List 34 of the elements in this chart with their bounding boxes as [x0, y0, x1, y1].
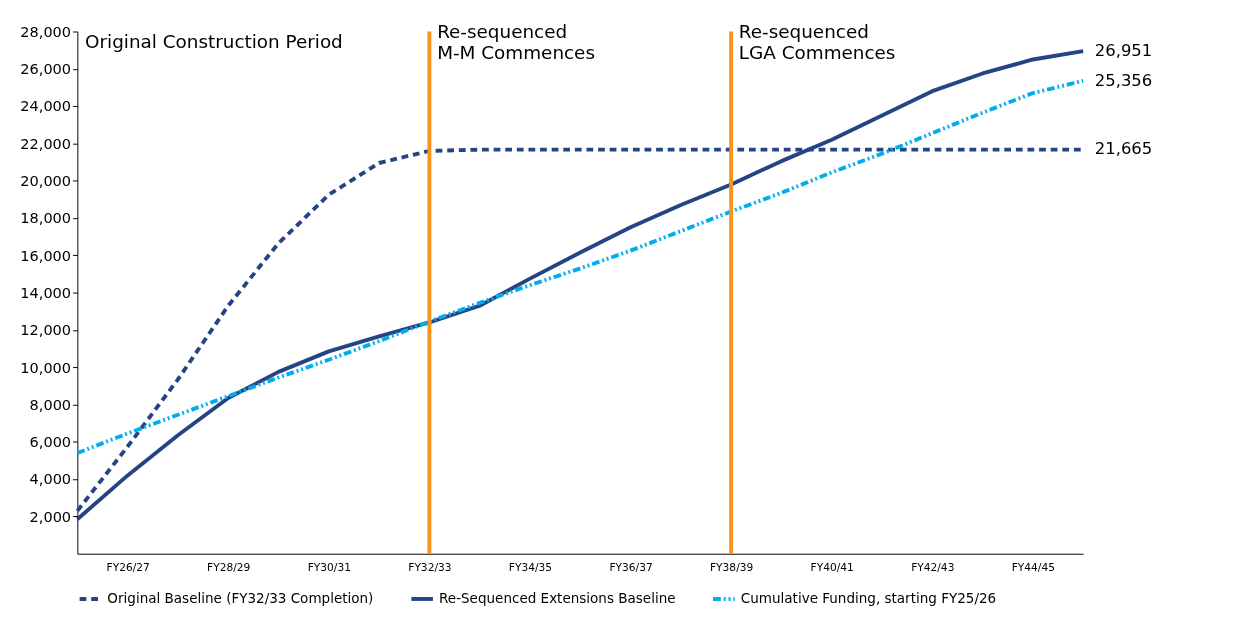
x-tick-label: FY44/45	[1011, 560, 1055, 574]
y-tick-label: 12,000	[20, 322, 72, 339]
y-tick-label: 8,000	[29, 396, 72, 413]
line-series	[75, 78, 1086, 455]
x-tick-label: FY36/37	[609, 560, 653, 574]
x-tick-label: FY40/41	[810, 560, 854, 574]
x-tick-label: FY26/27	[106, 560, 150, 574]
x-tick-label: FY30/31	[307, 560, 351, 574]
x-tick-label: FY28/29	[207, 560, 251, 574]
y-tick-label: 6,000	[29, 434, 72, 451]
y-tick-label: 16,000	[20, 247, 72, 264]
y-tick-label: 14,000	[20, 284, 72, 301]
legend-label: Re-Sequenced Extensions Baseline	[439, 589, 676, 606]
y-tick-label: 18,000	[20, 210, 72, 227]
y-tick-label: 20,000	[20, 173, 72, 190]
x-tick-label: FY32/33	[408, 560, 452, 574]
annotation: Original Construction Period	[85, 30, 343, 52]
y-tick-label: 4,000	[29, 471, 72, 488]
y-tick-label: 10,000	[20, 359, 72, 376]
ref-line-label: Re-sequenced M-M Commences	[437, 21, 595, 63]
y-tick-label: 2,000	[29, 508, 72, 525]
y-tick-label: 22,000	[20, 135, 72, 152]
y-tick-label: 26,000	[20, 61, 72, 78]
legend-label: Cumulative Funding, starting FY25/26	[740, 589, 997, 606]
ref-line-label: Re-sequenced LGA Commences	[738, 21, 896, 63]
y-tick-label: 24,000	[20, 98, 72, 115]
legend-label: Original Baseline (FY32/33 Completion)	[107, 589, 374, 606]
y-tick-label: 28,000	[20, 23, 72, 40]
x-tick-label: FY42/43	[911, 560, 955, 574]
x-tick-label: FY38/39	[710, 560, 754, 574]
data-label: 25,356	[1094, 70, 1153, 90]
x-tick-label: FY34/35	[508, 560, 553, 574]
data-label: 26,951	[1094, 40, 1153, 60]
data-label: 21,665	[1094, 139, 1153, 159]
